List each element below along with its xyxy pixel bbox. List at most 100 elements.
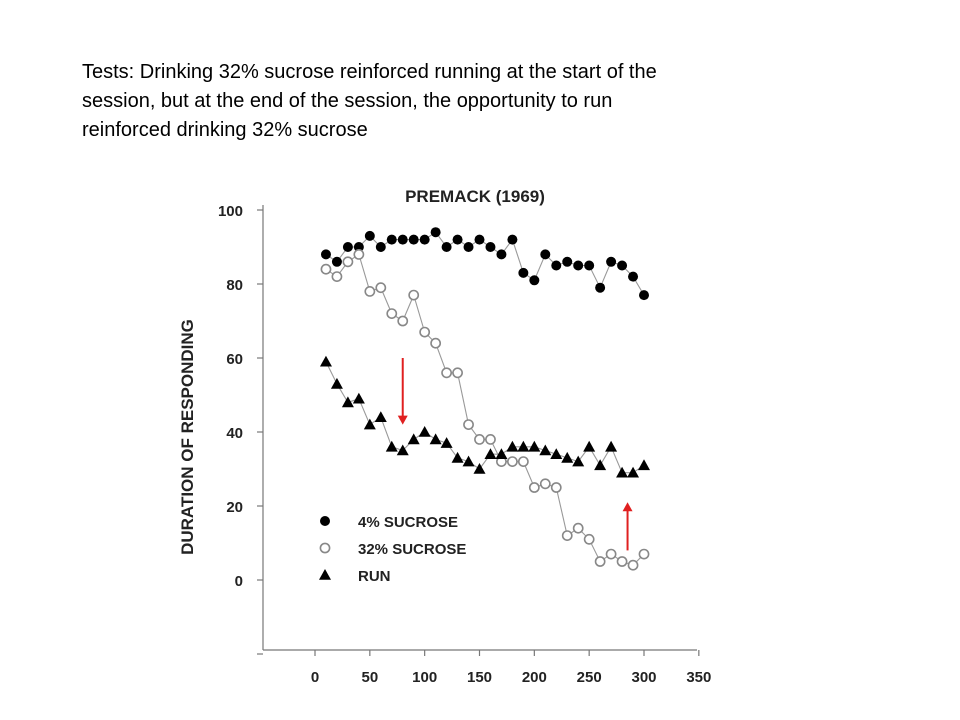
point-4-sucrose: [386, 234, 397, 245]
point-32-sucrose: [616, 556, 628, 567]
point-4-sucrose: [430, 227, 441, 238]
point-4-sucrose: [353, 242, 364, 252]
point-run: [539, 444, 552, 456]
slide-text-line-2: session, but at the end of the session, …: [82, 90, 613, 112]
point-run: [528, 440, 541, 452]
y-tick-label: 40: [226, 425, 243, 442]
point-run: [506, 440, 519, 452]
point-32-sucrose: [342, 256, 354, 268]
point-run: [352, 392, 365, 404]
point-32-sucrose: [572, 522, 584, 534]
point-32-sucrose: [539, 478, 551, 490]
point-4-sucrose: [628, 271, 639, 282]
point-4-sucrose: [606, 256, 617, 267]
point-run: [594, 459, 607, 471]
point-run: [407, 433, 420, 445]
point-run: [495, 448, 508, 459]
legend-label-run: RUN: [358, 568, 391, 585]
x-tick-label: 250: [577, 669, 602, 686]
point-4-sucrose: [452, 234, 463, 245]
point-32-sucrose: [441, 367, 452, 379]
slide-text: Tests: Drinking 32% sucrose reinforced r…: [82, 58, 882, 145]
point-32-sucrose: [419, 326, 431, 338]
point-4-sucrose: [595, 282, 606, 293]
point-4-sucrose: [496, 249, 507, 260]
point-4-sucrose: [342, 242, 353, 252]
legend-label-4-sucrose: 4% SUCROSE: [358, 514, 458, 531]
point-32-sucrose: [320, 263, 332, 275]
chart-title: PREMACK (1969): [405, 187, 545, 206]
point-32-sucrose: [638, 548, 650, 560]
x-tick-label: 150: [467, 669, 492, 686]
point-32-sucrose: [594, 556, 606, 567]
point-run: [462, 455, 475, 467]
point-32-sucrose: [331, 271, 343, 282]
point-run: [616, 466, 629, 478]
point-4-sucrose: [364, 230, 375, 241]
x-tick-label: 300: [631, 669, 656, 686]
point-4-sucrose: [408, 234, 419, 245]
point-run: [440, 437, 453, 448]
point-4-sucrose: [573, 260, 584, 271]
y-tick-label: 100: [218, 203, 243, 220]
point-32-sucrose: [397, 315, 409, 327]
red-arrow-up-head: [622, 502, 633, 512]
point-4-sucrose: [474, 234, 485, 245]
point-32-sucrose: [627, 559, 639, 571]
red-arrow-down-head: [397, 415, 408, 425]
point-4-sucrose: [507, 234, 518, 245]
point-4-sucrose: [331, 256, 342, 267]
point-32-sucrose: [430, 337, 442, 349]
point-4-sucrose: [540, 249, 551, 260]
point-32-sucrose: [353, 248, 365, 260]
x-tick-label: 100: [412, 669, 437, 686]
point-32-sucrose: [485, 433, 496, 445]
point-32-sucrose: [474, 433, 485, 445]
point-32-sucrose: [561, 530, 573, 541]
point-4-sucrose: [639, 290, 649, 301]
point-run: [396, 444, 409, 456]
point-4-sucrose: [562, 256, 573, 267]
slide-text-line-1: Tests: Drinking 32% sucrose reinforced r…: [82, 61, 657, 83]
point-4-sucrose: [375, 242, 386, 252]
point-run: [572, 455, 585, 467]
point-32-sucrose: [507, 456, 518, 467]
y-axis-label: DURATION OF RESPONDING: [178, 319, 197, 555]
point-4-sucrose: [584, 260, 595, 271]
point-run: [550, 448, 563, 459]
point-run: [627, 466, 640, 478]
point-run: [374, 411, 387, 422]
point-32-sucrose: [408, 289, 420, 301]
point-run: [385, 440, 398, 452]
point-4-sucrose: [320, 249, 331, 260]
point-run: [319, 355, 332, 367]
series-line-run: [325, 361, 645, 474]
point-run: [484, 448, 497, 459]
point-run: [517, 440, 530, 452]
legend-marker-run: [319, 569, 331, 580]
point-run: [638, 459, 650, 471]
point-32-sucrose: [528, 482, 540, 493]
point-run: [561, 451, 574, 463]
legend-marker-32-sucrose: [319, 542, 331, 554]
point-run: [429, 433, 442, 445]
point-4-sucrose: [485, 242, 496, 252]
x-tick-label: 0: [311, 669, 319, 686]
point-32-sucrose: [463, 419, 474, 430]
point-4-sucrose: [441, 242, 452, 252]
point-32-sucrose: [517, 456, 529, 467]
point-run: [473, 463, 486, 474]
point-4-sucrose: [463, 242, 474, 252]
x-tick-label: 200: [522, 669, 547, 686]
point-32-sucrose: [386, 308, 398, 319]
y-tick-label: 0: [235, 573, 243, 590]
point-32-sucrose: [452, 367, 463, 379]
point-32-sucrose: [605, 548, 617, 560]
point-run: [605, 440, 618, 452]
y-tick-label: 20: [226, 499, 243, 516]
point-4-sucrose: [551, 260, 562, 271]
legend-marker-4-sucrose: [320, 516, 330, 526]
point-32-sucrose: [364, 285, 376, 297]
point-4-sucrose: [529, 275, 540, 286]
